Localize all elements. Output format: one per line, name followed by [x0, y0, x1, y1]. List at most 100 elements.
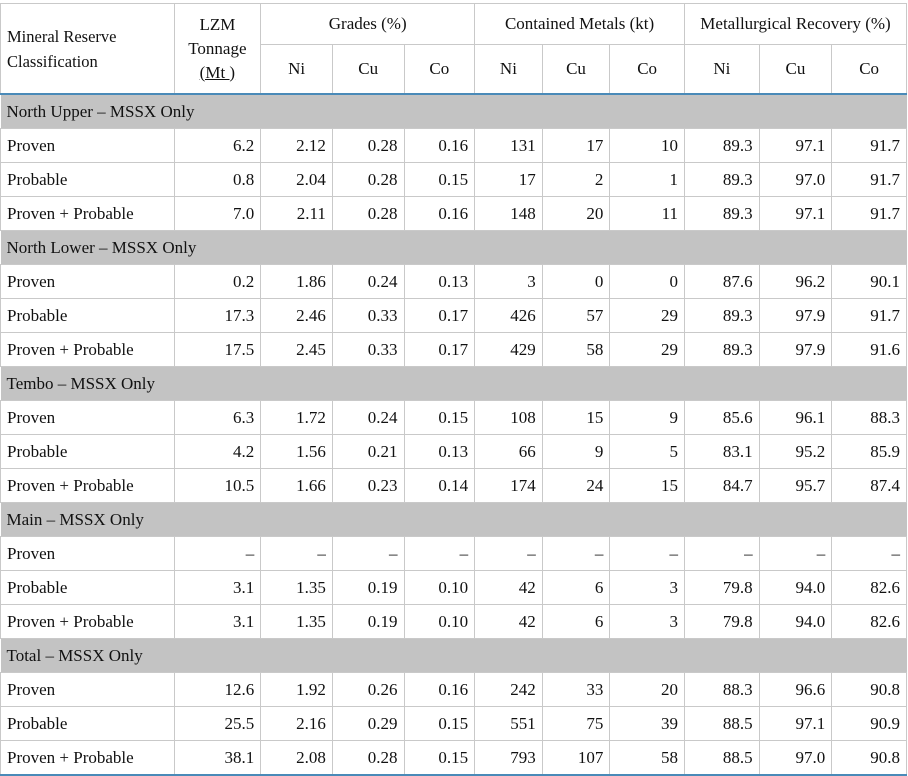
cell-grade-co: 0.13 — [403, 264, 476, 299]
cell-contained-ni: 42 — [474, 570, 543, 605]
cell-grade-cu: 0.24 — [331, 264, 405, 299]
cell-grade-co: 0.16 — [403, 128, 476, 163]
cell-recovery-ni: 79.8 — [683, 570, 760, 605]
cell-grade-cu: 0.26 — [331, 672, 405, 707]
cell-grade-co: 0.10 — [403, 570, 476, 605]
cell-recovery-co: – — [831, 536, 907, 571]
cell-contained-cu: 20 — [541, 196, 611, 231]
cell-contained-co: 58 — [609, 740, 685, 776]
cell-grade-cu: 0.33 — [331, 298, 405, 333]
cell-contained-co: 3 — [609, 570, 685, 605]
cell-recovery-co: 88.3 — [831, 400, 907, 435]
cell-tonnage: 38.1 — [173, 740, 262, 776]
cell-contained-ni: 108 — [474, 400, 543, 435]
cell-tonnage: 0.2 — [173, 264, 262, 299]
row-label: Probable — [0, 298, 175, 333]
table-row: Proven – – – – – – – – – – — [0, 536, 907, 571]
row-label: Proven — [0, 128, 175, 163]
cell-recovery-co: 90.9 — [831, 706, 907, 741]
row-label: Proven — [0, 264, 175, 299]
cell-tonnage: 4.2 — [173, 434, 262, 469]
cell-grade-co: 0.17 — [403, 332, 476, 367]
header-recovery-cu: Cu — [758, 44, 833, 95]
row-label: Probable — [0, 706, 175, 741]
cell-recovery-ni: 89.3 — [683, 162, 760, 197]
cell-tonnage: 7.0 — [173, 196, 262, 231]
cell-recovery-ni: 79.8 — [683, 604, 760, 639]
cell-contained-co: 3 — [609, 604, 685, 639]
cell-contained-cu: 6 — [541, 570, 611, 605]
table-row: Proven + Probable 3.1 1.35 0.19 0.10 42 6 3 79.8… — [0, 604, 907, 639]
cell-recovery-cu: 97.1 — [758, 706, 833, 741]
cell-grade-cu: – — [331, 536, 405, 571]
cell-grade-co: 0.15 — [403, 706, 476, 741]
cell-grade-ni: 2.16 — [260, 706, 333, 741]
cell-grade-ni: 1.66 — [260, 468, 333, 503]
cell-grade-co: 0.16 — [403, 672, 476, 707]
cell-grade-co: 0.15 — [403, 162, 476, 197]
cell-recovery-ni: 84.7 — [683, 468, 760, 503]
cell-recovery-ni: – — [683, 536, 760, 571]
cell-recovery-co: 87.4 — [831, 468, 907, 503]
cell-contained-co: 5 — [609, 434, 685, 469]
cell-recovery-ni: 87.6 — [683, 264, 760, 299]
cell-grade-cu: 0.29 — [331, 706, 405, 741]
cell-contained-co: 29 — [609, 298, 685, 333]
cell-recovery-co: 82.6 — [831, 604, 907, 639]
table-row: Proven + Probable 7.0 2.11 0.28 0.16 148 20 11 8… — [0, 196, 907, 231]
row-label: Probable — [0, 162, 175, 197]
table-row: Proven 6.3 1.72 0.24 0.15 108 15 9 85.6 96.1 88.3 — [0, 400, 907, 435]
cell-grade-cu: 0.23 — [331, 468, 405, 503]
cell-grade-ni: 1.35 — [260, 604, 333, 639]
header-tonnage-unit: (Mt ) — [199, 62, 236, 82]
cell-contained-ni: 66 — [474, 434, 543, 469]
table-body: North Upper – MSSX Only Proven 6.2 2.12 0.28… — [0, 93, 907, 776]
cell-grade-cu: 0.19 — [331, 604, 405, 639]
header-metallurgical-recovery: Metallurgical Recovery (%) — [683, 3, 908, 45]
cell-recovery-cu: 97.9 — [758, 298, 833, 333]
cell-contained-ni: 551 — [474, 706, 543, 741]
cell-tonnage: 6.2 — [173, 128, 262, 163]
cell-recovery-cu: 97.9 — [758, 332, 833, 367]
cell-grade-co: 0.13 — [403, 434, 476, 469]
cell-recovery-co: 91.7 — [831, 196, 907, 231]
table-row: Proven + Probable 38.1 2.08 0.28 0.15 793 107 5… — [0, 740, 907, 776]
table-row: Probable 17.3 2.46 0.33 0.17 426 57 29 89.3 97.9 9… — [0, 298, 907, 333]
cell-contained-co: 39 — [609, 706, 685, 741]
cell-contained-co: 29 — [609, 332, 685, 367]
cell-recovery-ni: 89.3 — [683, 298, 760, 333]
cell-grade-cu: 0.24 — [331, 400, 405, 435]
header-contained-metals: Contained Metals (kt) — [474, 3, 685, 45]
cell-contained-ni: 242 — [474, 672, 543, 707]
cell-grade-ni: 1.35 — [260, 570, 333, 605]
header-grade-co: Co — [403, 44, 476, 95]
cell-recovery-cu: 96.6 — [758, 672, 833, 707]
cell-contained-ni: 793 — [474, 740, 543, 776]
table-row: Proven 6.2 2.12 0.28 0.16 131 17 10 89.3 97.1 91.7 — [0, 128, 907, 163]
cell-recovery-cu: 95.2 — [758, 434, 833, 469]
cell-contained-cu: 57 — [541, 298, 611, 333]
cell-recovery-cu: 97.1 — [758, 128, 833, 163]
cell-recovery-co: 91.7 — [831, 298, 907, 333]
cell-tonnage: – — [173, 536, 262, 571]
cell-grade-ni: 1.72 — [260, 400, 333, 435]
cell-contained-co: 1 — [609, 162, 685, 197]
cell-contained-cu: 33 — [541, 672, 611, 707]
cell-grade-cu: 0.33 — [331, 332, 405, 367]
cell-recovery-ni: 88.3 — [683, 672, 760, 707]
cell-grade-cu: 0.21 — [331, 434, 405, 469]
cell-contained-cu: 0 — [541, 264, 611, 299]
cell-grade-cu: 0.28 — [331, 740, 405, 776]
cell-grade-co: 0.10 — [403, 604, 476, 639]
header-recovery-ni: Ni — [683, 44, 760, 95]
cell-grade-ni: – — [260, 536, 333, 571]
cell-recovery-cu: 95.7 — [758, 468, 833, 503]
cell-contained-co: 0 — [609, 264, 685, 299]
cell-grade-ni: 1.92 — [260, 672, 333, 707]
cell-recovery-cu: 96.1 — [758, 400, 833, 435]
section-header-row: Total – MSSX Only — [0, 638, 907, 673]
cell-grade-ni: 2.08 — [260, 740, 333, 776]
cell-recovery-co: 82.6 — [831, 570, 907, 605]
cell-contained-cu: 2 — [541, 162, 611, 197]
header-contained-co: Co — [609, 44, 685, 95]
